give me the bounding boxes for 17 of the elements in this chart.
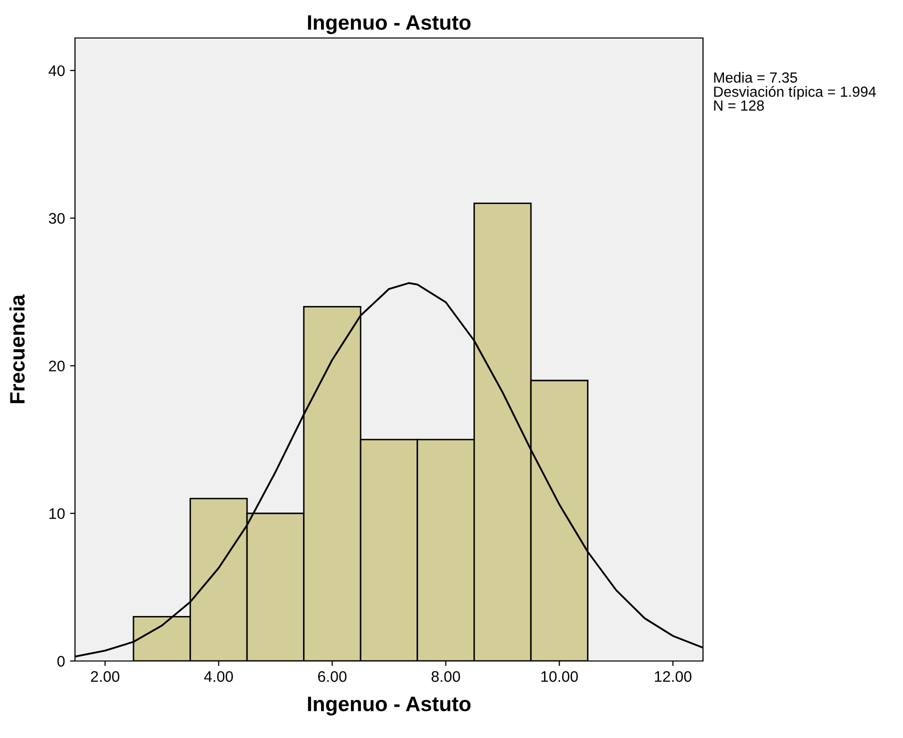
y-tick-label: 10 (49, 508, 65, 520)
x-tick-label: 10.00 (541, 671, 578, 682)
x-tick-label: 4.00 (204, 671, 233, 682)
chart-title: Ingenuo - Astuto (308, 15, 471, 34)
y-tick-label: 30 (48, 212, 65, 224)
text: N = 128 (714, 100, 764, 111)
y-axis-title: Frecuencia (9, 294, 25, 404)
text: Desviación típica = 1.994 (714, 86, 876, 100)
y-tick-label: 20 (49, 360, 65, 372)
x-axis-title: Ingenuo - Astuto (308, 696, 471, 716)
text: Media = 7.35 (714, 72, 798, 83)
y-tick-label: 40 (48, 65, 65, 76)
x-tick-label: 6.00 (318, 671, 346, 682)
x-tick-label: 12.00 (654, 671, 692, 682)
x-tick-label: 8.00 (432, 671, 460, 682)
x-tick-label: 2.00 (90, 671, 120, 682)
y-tick-label: 0 (57, 656, 65, 667)
